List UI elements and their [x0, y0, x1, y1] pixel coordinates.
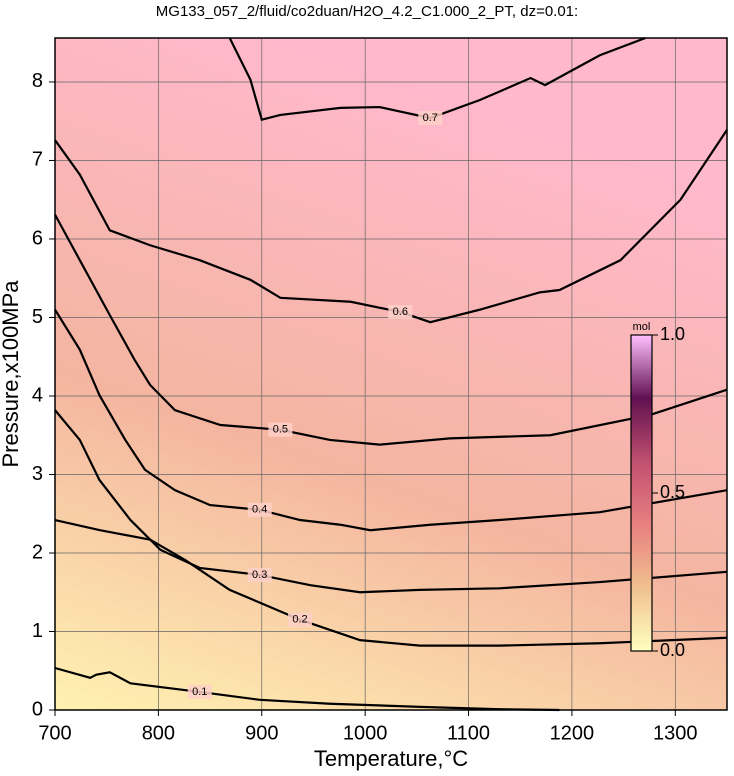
contour-label: 0.7 — [423, 112, 438, 124]
contour-line — [54, 129, 728, 324]
contour-line — [54, 214, 728, 446]
x-tick-label: 900 — [245, 722, 278, 744]
contour-label: 0.3 — [252, 569, 267, 581]
y-tick-label: 2 — [32, 541, 43, 563]
x-tick-label: 1200 — [550, 722, 595, 744]
contour-label: 0.5 — [273, 424, 288, 436]
contour-label-bg — [187, 684, 212, 699]
x-tick-label: 1100 — [447, 722, 490, 744]
contour-label: 0.6 — [393, 306, 408, 318]
contour-label: 0.1 — [192, 686, 207, 698]
y-tick-label: 8 — [32, 70, 43, 92]
colorbar — [630, 334, 653, 652]
y-tick-label: 1 — [32, 620, 43, 642]
contour-label-bg — [418, 111, 443, 126]
x-tick-label: 800 — [142, 722, 175, 744]
y-tick-label: 5 — [32, 306, 43, 328]
contour-label: 0.4 — [252, 504, 267, 516]
colorbar-tick-label: 1.0 — [660, 324, 685, 344]
x-tick-label: 1300 — [653, 722, 698, 744]
contour-label-bg — [268, 422, 293, 437]
y-axis-label: Pressure,x100MPa — [0, 280, 23, 468]
contour-label: 0.2 — [292, 614, 307, 626]
contour-label-bg — [288, 612, 313, 627]
x-tick-label: 700 — [38, 722, 71, 744]
y-tick-label: 4 — [32, 384, 43, 406]
x-axis-label: Temperature,°C — [314, 746, 468, 771]
colorbar-label: mol — [633, 321, 651, 333]
colorbar-tick-label: 0.5 — [660, 482, 685, 502]
contour-label-bg — [247, 567, 272, 582]
y-tick-label: 0 — [32, 698, 43, 720]
contour-label-bg — [247, 502, 272, 517]
y-tick-label: 3 — [32, 463, 43, 485]
contour-line — [228, 36, 646, 121]
colorbar-tick-label: 0.0 — [660, 640, 685, 660]
plot-frame — [54, 37, 728, 711]
x-tick-label: 1000 — [343, 722, 388, 744]
contour-label-bg — [388, 304, 413, 319]
chart-title: MG133_057_2/fluid/co2duan/H2O_4.2_C1.000… — [156, 3, 578, 20]
y-tick-label: 7 — [32, 149, 43, 171]
y-tick-label: 6 — [32, 227, 43, 249]
plot-background — [55, 38, 727, 710]
